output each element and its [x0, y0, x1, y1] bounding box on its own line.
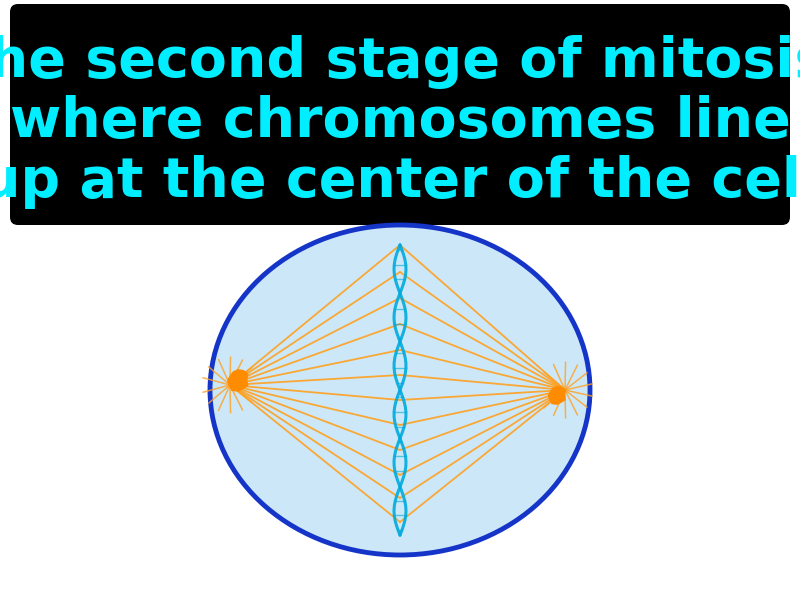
Polygon shape [228, 370, 248, 391]
Text: where chromosomes line: where chromosomes line [10, 95, 790, 149]
Text: up at the center of the cell: up at the center of the cell [0, 155, 800, 209]
FancyBboxPatch shape [10, 4, 790, 225]
Text: The second stage of mitosis,: The second stage of mitosis, [0, 35, 800, 89]
Polygon shape [549, 386, 565, 404]
Ellipse shape [210, 225, 590, 555]
